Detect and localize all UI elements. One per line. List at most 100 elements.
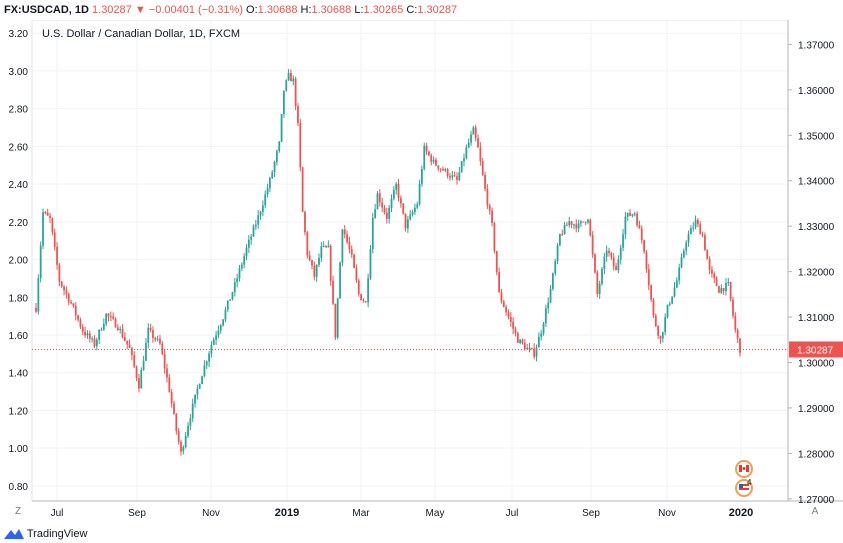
candle-body	[418, 183, 421, 205]
candle-body	[311, 260, 313, 266]
candle-body	[437, 165, 440, 169]
candle-body	[327, 245, 330, 248]
candle-body	[551, 273, 554, 289]
candle-body	[254, 224, 257, 227]
candle-body	[596, 272, 599, 294]
candle-body	[605, 250, 608, 257]
candle-body	[70, 302, 72, 304]
candle-body	[360, 294, 363, 301]
candle-body	[668, 303, 671, 305]
candle-body	[559, 234, 561, 246]
right-axis-tick-label: 1.31000	[798, 313, 835, 324]
candle-body	[201, 376, 203, 385]
candle-body	[95, 339, 98, 347]
candle-body	[257, 215, 260, 225]
candle-body	[292, 78, 295, 82]
candle-body	[278, 141, 281, 152]
auto-scale-button[interactable]: A	[812, 506, 819, 517]
left-axis-tick-label: 1.00	[9, 444, 29, 455]
price-chart[interactable]: U.S. Dollar / Canadian Dollar, 1D, FXCM …	[0, 19, 843, 523]
candle-body	[100, 329, 103, 331]
candle-body	[664, 317, 667, 333]
candle-body	[467, 142, 470, 148]
candle-body	[72, 303, 75, 306]
candle-body	[739, 338, 741, 353]
brand-label[interactable]: TradingView	[26, 528, 88, 540]
zoom-corner-button[interactable]: Z	[15, 506, 21, 517]
candle-body	[589, 219, 592, 236]
candle-body	[341, 229, 344, 263]
candle-body	[362, 300, 365, 302]
x-axis-tick-label: Sep	[582, 508, 600, 519]
candle-body	[56, 246, 58, 265]
candle-body	[472, 127, 475, 135]
candle-body	[608, 250, 610, 254]
candle-body	[229, 299, 232, 301]
high-value: 1.30688	[311, 4, 352, 16]
candle-body	[215, 335, 217, 340]
open-value: 1.30688	[257, 4, 298, 16]
candle-body	[205, 361, 208, 366]
x-axis-tick-label: Jul	[51, 508, 64, 519]
left-axis-tick-label: 2.60	[9, 142, 29, 153]
x-axis-tick-label: Jul	[506, 508, 519, 519]
candle-body	[671, 296, 674, 304]
candle-body	[112, 316, 115, 319]
candle-body	[273, 161, 276, 173]
left-axis-tick-label: 2.80	[9, 105, 29, 116]
candle-body	[633, 213, 636, 215]
candle-body	[383, 207, 386, 213]
candle-body	[77, 315, 79, 320]
candle-body	[704, 235, 706, 250]
candle-body	[240, 264, 243, 269]
candle-body	[264, 194, 267, 206]
candle-body	[133, 355, 136, 367]
candle-body	[594, 254, 596, 273]
candle-body	[259, 211, 262, 216]
candle-body	[65, 290, 68, 294]
candle-body	[325, 245, 327, 248]
right-axis-tick-label: 1.34000	[798, 177, 835, 188]
candle-body	[451, 175, 454, 178]
candle-body	[687, 234, 690, 243]
candle-body	[708, 259, 711, 270]
candle-body	[521, 339, 524, 344]
candle-body	[236, 278, 239, 283]
candle-body	[682, 250, 685, 258]
last-price-tag-label: 1.30287	[797, 345, 834, 356]
candle-body	[584, 221, 587, 223]
candle-body	[191, 403, 194, 419]
candle-body	[542, 323, 545, 334]
candle-body	[105, 313, 108, 324]
candle-body	[283, 90, 285, 115]
candle-body	[378, 193, 381, 203]
tradingview-logo-icon[interactable]	[4, 528, 24, 540]
candle-body	[58, 264, 61, 282]
candle-body	[145, 342, 147, 361]
candle-body	[453, 175, 456, 177]
left-axis-tick-label: 1.80	[9, 293, 29, 304]
x-axis-tick-label: Mar	[352, 508, 370, 519]
event-flag-canada-icon[interactable]	[735, 460, 753, 478]
candle-body	[734, 315, 737, 331]
event-flag-us-icon[interactable]: 4	[735, 478, 753, 497]
left-axis-tick-label: 3.00	[9, 67, 29, 78]
candle-body	[222, 319, 225, 326]
candle-body	[409, 214, 412, 220]
right-axis-tick-label: 1.30000	[798, 358, 835, 369]
chart-area[interactable]: U.S. Dollar / Canadian Dollar, 1D, FXCM …	[0, 19, 843, 528]
candle-body	[544, 308, 547, 324]
candle-body	[446, 169, 449, 177]
candle-body	[610, 253, 613, 258]
candle-body	[626, 212, 629, 217]
candle-body	[456, 176, 458, 180]
candle-body	[413, 207, 416, 213]
candle-body	[470, 134, 472, 143]
x-axis-tick-label: Sep	[128, 508, 146, 519]
candle-body	[692, 227, 695, 229]
candle-body	[423, 145, 426, 169]
symbol-label[interactable]: FX:USDCAD, 1D	[4, 4, 89, 16]
candle-body	[617, 259, 620, 271]
candle-body	[308, 255, 311, 261]
left-axis-tick-label: 2.40	[9, 180, 29, 191]
